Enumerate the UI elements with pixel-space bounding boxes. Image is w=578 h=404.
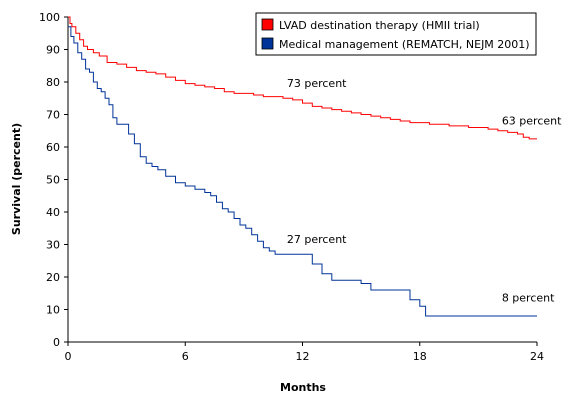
- legend-swatch-lvad: [261, 18, 274, 31]
- y-tick-label: 30: [46, 239, 60, 252]
- y-tick-label: 70: [46, 109, 60, 122]
- x-tick-label: 6: [182, 350, 189, 363]
- legend-label-lvad: LVAD destination therapy (HMII trial): [279, 19, 480, 32]
- annotation-label: 63 percent: [502, 114, 562, 127]
- legend-swatch-medical: [261, 37, 274, 50]
- legend-box: [255, 12, 537, 56]
- annotation-label: 27 percent: [287, 233, 347, 246]
- y-tick-label: 10: [46, 304, 60, 317]
- x-tick-label: 12: [296, 350, 310, 363]
- legend: LVAD destination therapy (HMII trial) Me…: [255, 12, 537, 56]
- y-tick-label: 50: [46, 174, 60, 187]
- series-line-medical: [68, 26, 537, 317]
- annotations: 73 percent 63 percent 27 percent 8 percent: [287, 77, 562, 305]
- annotation-label: 8 percent: [502, 291, 555, 304]
- y-tick-label: 40: [46, 206, 60, 219]
- y-tick-label: 20: [46, 271, 60, 284]
- y-tick-label: 80: [46, 76, 60, 89]
- axes: 0 10 20 30 40 50 60 70 80 90 100 0 6 12 18 24: [39, 11, 544, 363]
- legend-label-medical: Medical management (REMATCH, NEJM 2001): [279, 38, 530, 51]
- series-layer: [68, 16, 537, 317]
- x-tick-label: 18: [413, 350, 427, 363]
- y-tick-label: 60: [46, 141, 60, 154]
- x-tick-label: 24: [530, 350, 544, 363]
- y-tick-label: 0: [53, 336, 60, 349]
- y-tick-label: 100: [39, 11, 60, 24]
- y-tick-label: 90: [46, 44, 60, 57]
- series-line-lvad: [68, 16, 537, 140]
- x-axis-title: Months: [280, 381, 326, 394]
- annotation-label: 73 percent: [287, 77, 347, 90]
- y-axis-title: Survival (percent): [10, 123, 23, 235]
- x-tick-label: 0: [65, 350, 72, 363]
